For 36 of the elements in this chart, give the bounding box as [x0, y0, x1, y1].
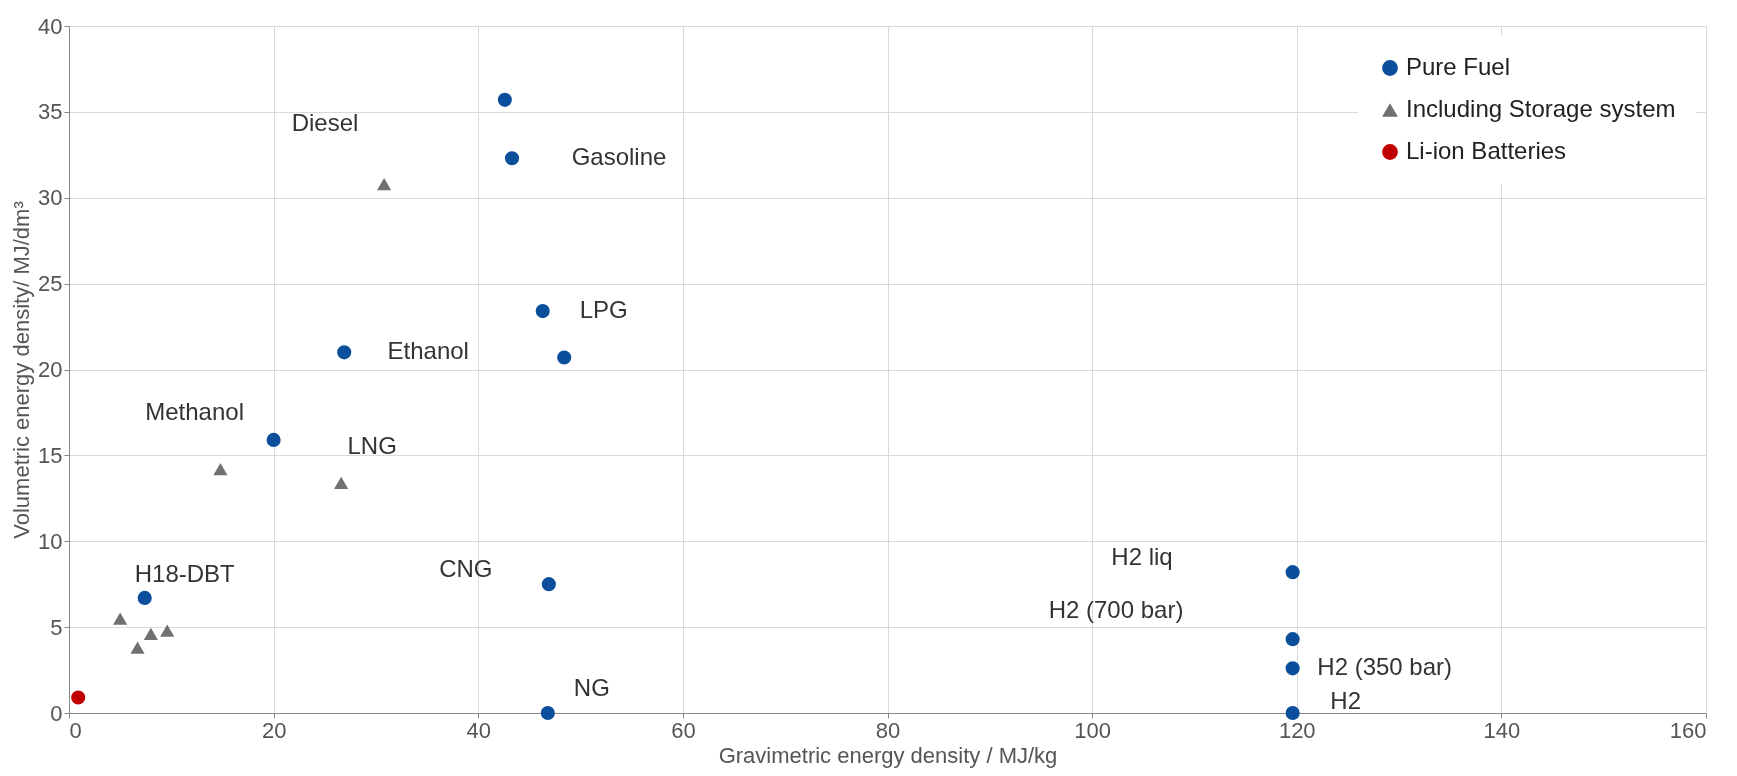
- annotation: Ethanol: [387, 337, 469, 365]
- legend-label: Including Storage system: [1406, 95, 1676, 122]
- annotation: Diesel: [291, 109, 359, 136]
- annotation: Methanol: [145, 397, 244, 425]
- annotation: CNG: [439, 555, 493, 583]
- x-tick-label: 0: [69, 717, 82, 743]
- annotation: H18-DBT: [134, 559, 236, 587]
- annotation: Gasoline: [571, 143, 667, 171]
- annotation: NG: [573, 674, 610, 701]
- legend-label: Pure Fuel: [1406, 53, 1511, 80]
- annotation: LNG: [347, 431, 397, 459]
- x-tick-label: 140: [1483, 717, 1521, 743]
- y-tick-label: 25: [38, 271, 63, 297]
- y-axis-title: Volumetric energy density/ MJ/dm³: [9, 201, 35, 539]
- y-tick-label: 30: [38, 185, 63, 211]
- annotation: H2 liq: [1111, 543, 1173, 570]
- y-tick-label: 10: [38, 528, 63, 554]
- annotation: H2: [1330, 687, 1361, 714]
- y-tick-label: 35: [38, 99, 63, 125]
- x-tick-label: 120: [1278, 717, 1316, 743]
- x-tick-label: 40: [466, 717, 491, 743]
- y-tick-label: 20: [38, 357, 63, 382]
- annotation: LPG: [579, 296, 628, 324]
- x-tick-label: 80: [875, 717, 901, 743]
- annotation: H2 (350 bar): [1317, 653, 1453, 681]
- y-tick-label: 5: [50, 614, 63, 640]
- x-tick-label: 160: [1669, 717, 1707, 743]
- y-tick-label: 0: [50, 700, 63, 726]
- y-tick-label: 40: [38, 13, 63, 39]
- y-tick-label: 15: [38, 442, 63, 468]
- annotation: H2 (700 bar): [1048, 596, 1184, 623]
- x-tick-label: 60: [671, 717, 696, 743]
- x-tick-label: 100: [1074, 717, 1111, 743]
- x-axis-title: Gravimetric energy density / MJ/kg: [718, 742, 1058, 768]
- legend-label: Li-ion Batteries: [1406, 137, 1567, 164]
- x-tick-label: 20: [261, 717, 287, 743]
